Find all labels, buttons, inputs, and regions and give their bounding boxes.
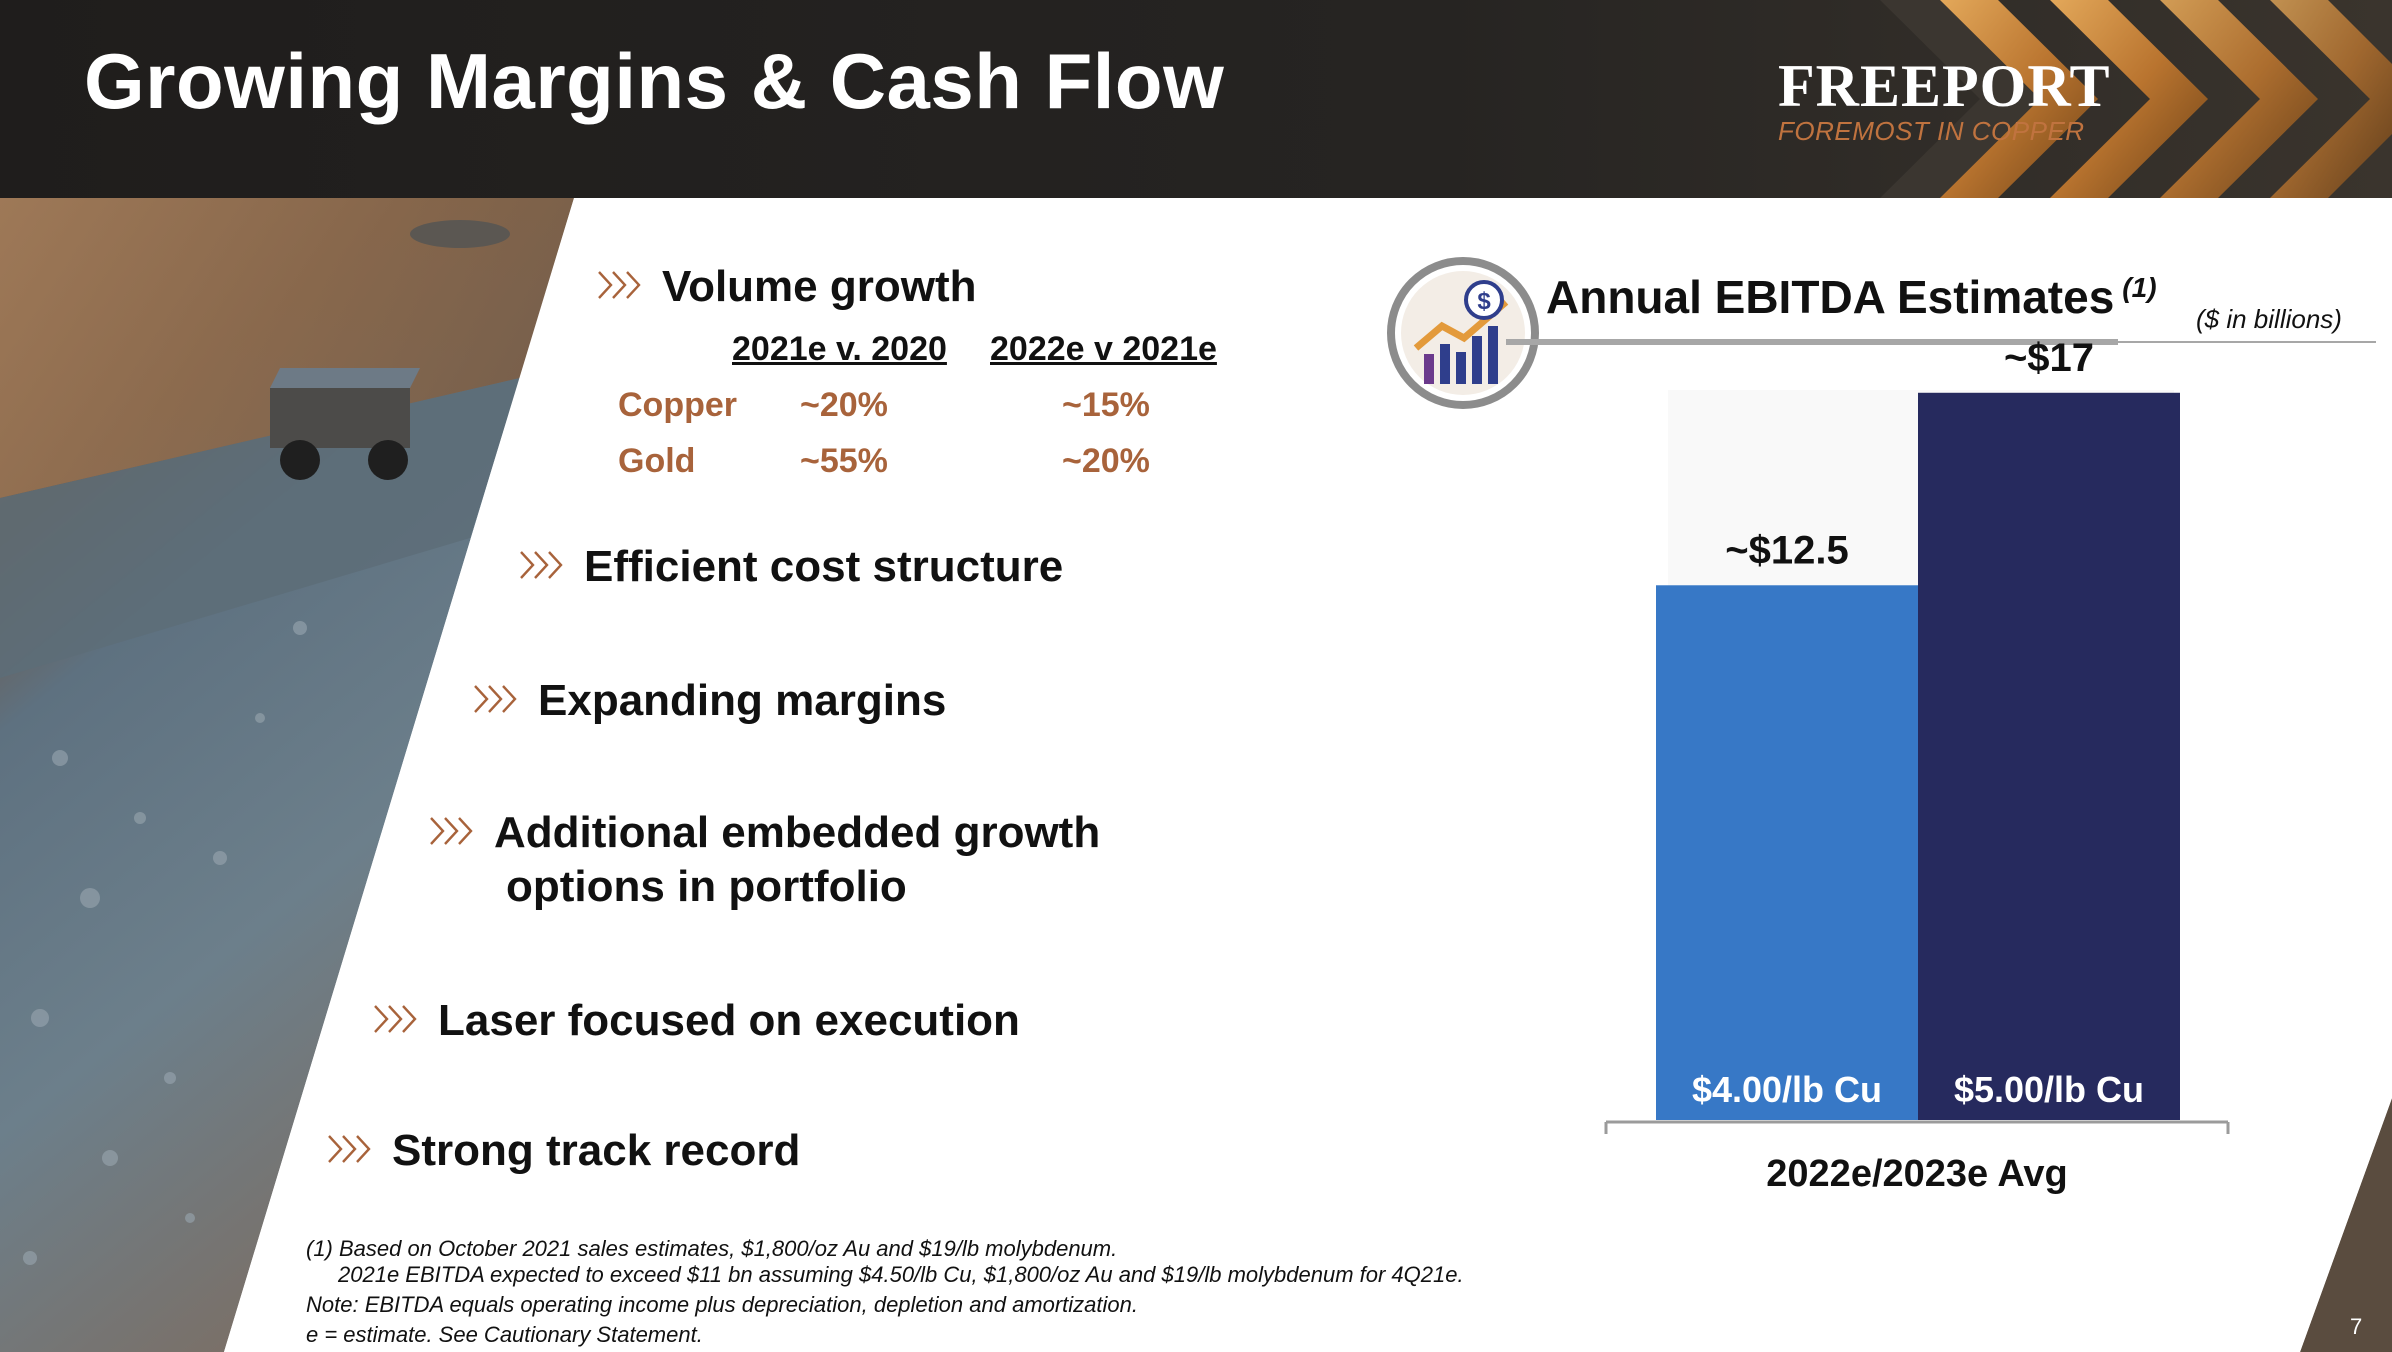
chart-title-text: Annual EBITDA Estimates	[1546, 271, 2115, 323]
volume-row-value: ~55%	[800, 442, 888, 480]
bullet-growth-options: Additional embedded growth options in po…	[428, 806, 1100, 914]
triple-chevron-icon	[520, 551, 563, 579]
freeport-logo-tagline: FOREMOST IN COPPER	[1778, 116, 2085, 146]
freeport-logo-wordmark: FREEPORT	[1778, 53, 2111, 119]
bullet-text: Laser focused on execution	[438, 996, 1020, 1045]
bullet-text: Volume growth	[662, 262, 977, 311]
bullet-execution: Laser focused on execution	[372, 994, 1020, 1048]
triple-chevron-icon	[430, 817, 473, 845]
chart-title-underline	[1506, 339, 2118, 345]
chart-title: Annual EBITDA Estimates (1)	[1546, 270, 2157, 324]
bullet-text-line1: Additional embedded growth	[494, 808, 1101, 857]
triple-chevron-icon	[374, 1005, 417, 1033]
volume-row-metal: Gold	[618, 442, 696, 480]
bullet-text: Additional embedded growth options in po…	[494, 806, 1100, 914]
footnote-note: Note: EBITDA equals operating income plu…	[306, 1292, 1139, 1317]
volume-row-value: ~20%	[1062, 442, 1150, 480]
bullet-cost-structure: Efficient cost structure	[518, 540, 1063, 594]
triple-chevron-icon	[598, 271, 641, 299]
chart-title-footnote-ref: (1)	[2122, 271, 2157, 303]
bullet-expanding-margins: Expanding margins	[472, 674, 946, 728]
triple-chevron-icon	[474, 685, 517, 713]
footnote-1-continued: 2021e EBITDA expected to exceed $11 bn a…	[338, 1262, 1464, 1287]
bullet-text: Expanding margins	[538, 676, 947, 725]
bullet-text: Strong track record	[392, 1126, 801, 1175]
svg-text:$: $	[1477, 288, 1491, 315]
footnote-estimate: e = estimate. See Cautionary Statement.	[306, 1322, 703, 1347]
chart-title-underline-thin	[2118, 341, 2376, 343]
footnote-1: (1) Based on October 2021 sales estimate…	[306, 1236, 1118, 1261]
volume-row-metal: Copper	[618, 386, 737, 424]
bullet-track-record: Strong track record	[326, 1124, 800, 1178]
header-chevrons-decoration	[1880, 0, 2392, 198]
chart-units-label: ($ in billions)	[2196, 304, 2342, 334]
volume-table-header-2021: 2021e v. 2020	[732, 330, 947, 368]
triple-chevron-icon	[328, 1135, 371, 1163]
volume-row-value: ~20%	[800, 386, 888, 424]
mine-photo-background	[0, 198, 2392, 1352]
volume-row-value: ~15%	[1062, 386, 1150, 424]
page-title: Growing Margins & Cash Flow	[84, 37, 1225, 125]
bullet-volume-growth: Volume growth	[596, 260, 977, 314]
page-number: 7	[2350, 1314, 2363, 1339]
header-bar: Growing Margins & Cash Flow FREEPORT FOR…	[0, 0, 2392, 198]
volume-table-header-2022: 2022e v 2021e	[990, 330, 1217, 368]
bullet-text-line2: options in portfolio	[506, 862, 907, 911]
ebitda-chart-icon: $	[1387, 257, 1539, 409]
bullet-text: Efficient cost structure	[584, 542, 1064, 591]
